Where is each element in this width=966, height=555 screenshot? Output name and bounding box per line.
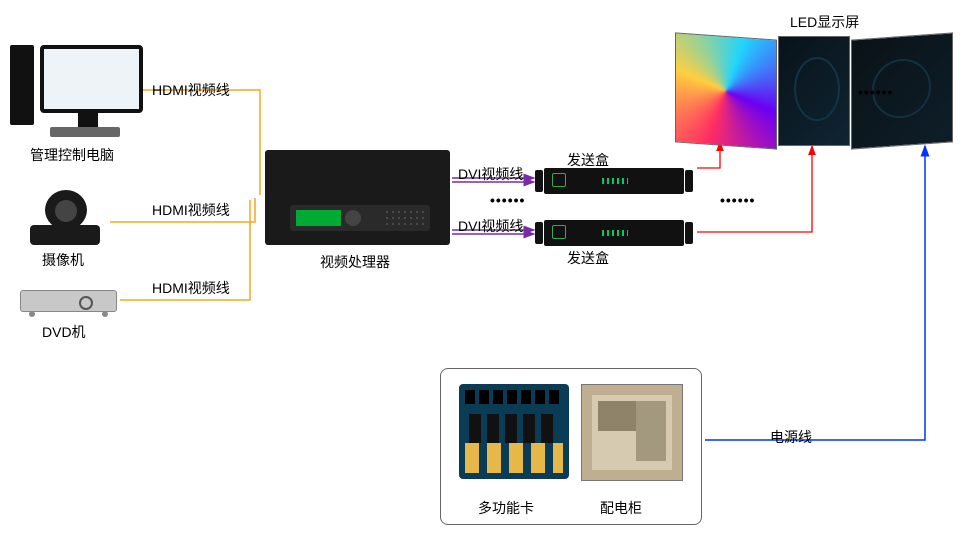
hdmi1-edge-label: HDMI视频线 <box>152 80 230 100</box>
hdmi2-edge-label: HDMI视频线 <box>152 200 230 220</box>
sender1-label: 发送盒 <box>567 150 609 170</box>
dvi1-edge-label: DVI视频线 <box>458 164 523 184</box>
power-edge-label: 电源线 <box>770 427 812 447</box>
ellipsis-dots: •••••• <box>858 84 893 100</box>
led-display-device <box>675 36 955 144</box>
computer-label: 管理控制电脑 <box>30 145 114 165</box>
video-processor-device <box>265 150 450 245</box>
computer-device <box>10 45 135 130</box>
hdmi3-edge-label: HDMI视频线 <box>152 278 230 298</box>
dist-cabinet-label: 配电柜 <box>600 498 642 518</box>
dvd-label: DVD机 <box>42 322 86 342</box>
camera-label: 摄像机 <box>42 250 84 270</box>
sender2-label: 发送盒 <box>567 248 609 268</box>
multifunc-card-label: 多功能卡 <box>478 498 534 518</box>
dvd-device <box>20 290 117 312</box>
ellipsis-dots: •••••• <box>720 192 755 208</box>
ellipsis-dots: •••••• <box>490 192 525 208</box>
sender-box-2 <box>544 220 684 246</box>
multifunction-card-device <box>459 384 569 479</box>
distribution-cabinet-device <box>581 384 683 481</box>
dvi2-edge-label: DVI视频线 <box>458 216 523 236</box>
sender-box-1 <box>544 168 684 194</box>
processor-label: 视频处理器 <box>320 252 390 272</box>
led-label: LED显示屏 <box>790 12 859 32</box>
camera-device <box>25 190 105 245</box>
